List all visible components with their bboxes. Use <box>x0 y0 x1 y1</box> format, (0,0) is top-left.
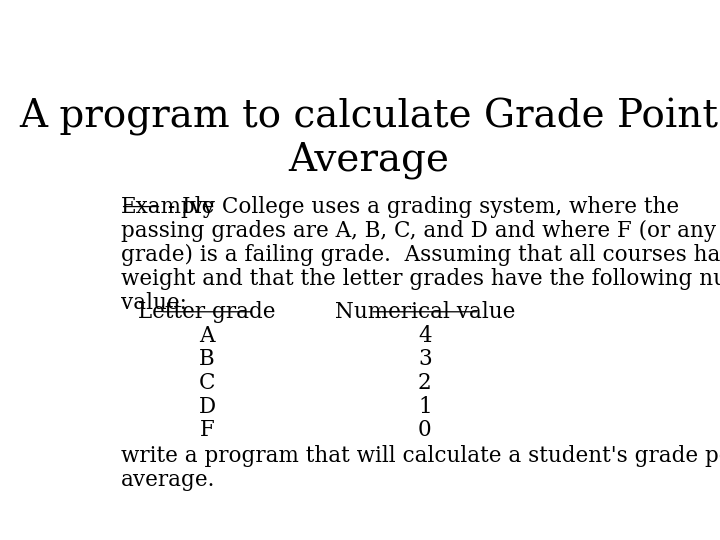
Text: 0: 0 <box>418 420 431 442</box>
Text: A: A <box>199 325 215 347</box>
Text: write a program that will calculate a student's grade point: write a program that will calculate a st… <box>121 446 720 467</box>
Text: value:: value: <box>121 292 186 314</box>
Text: average.: average. <box>121 469 215 491</box>
Text: 4: 4 <box>418 325 431 347</box>
Text: Letter grade: Letter grade <box>138 301 276 323</box>
Text: D: D <box>199 396 216 418</box>
Text: A program to calculate Grade Point
Average: A program to calculate Grade Point Avera… <box>19 98 719 179</box>
Text: F: F <box>200 420 215 442</box>
Text: B: B <box>199 348 215 370</box>
Text: passing grades are A, B, C, and D and where F (or any other: passing grades are A, B, C, and D and wh… <box>121 220 720 242</box>
Text: weight and that the letter grades have the following numerical: weight and that the letter grades have t… <box>121 268 720 290</box>
Text: - Ivy College uses a grading system, where the: - Ivy College uses a grading system, whe… <box>161 196 680 218</box>
Text: Numerical value: Numerical value <box>335 301 515 323</box>
Text: Example: Example <box>121 196 215 218</box>
Text: 2: 2 <box>418 372 432 394</box>
Text: grade) is a failing grade.  Assuming that all courses have equal: grade) is a failing grade. Assuming that… <box>121 244 720 266</box>
Text: 1: 1 <box>418 396 431 418</box>
Text: 3: 3 <box>418 348 432 370</box>
Text: C: C <box>199 372 215 394</box>
